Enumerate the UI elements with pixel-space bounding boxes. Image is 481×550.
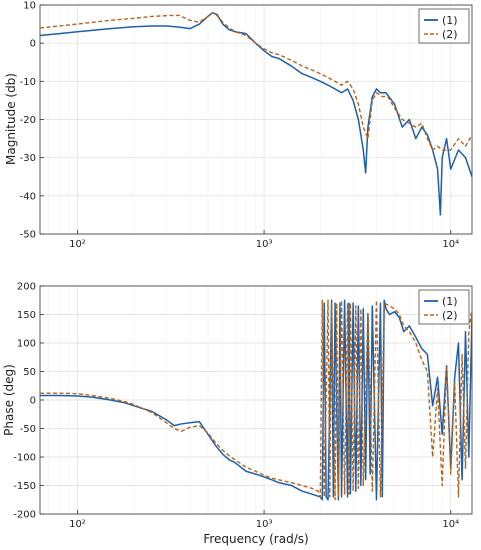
magnitude-legend: (1) (2) [418, 8, 470, 44]
phase-x-axis-label: Frequency (rad/s) [203, 532, 308, 546]
phase-y-tick-label: 50 [23, 367, 36, 378]
magnitude-x-tick-label: 10⁴ [442, 239, 459, 250]
phase-y-tick-label: -50 [20, 424, 36, 435]
phase-legend: (1) (2) [418, 289, 470, 325]
magnitude-series [40, 11, 472, 216]
magnitude-ticks: 10 0 -10 -20 -30 -40 -50 10² 10³ 10⁴ [20, 1, 459, 251]
magnitude-legend-label-1: (1) [442, 14, 458, 27]
magnitude-x-tick-label: 10³ [256, 239, 273, 250]
magnitude-x-tick-label: 10² [69, 239, 86, 250]
phase-y-tick-label: 0 [30, 396, 36, 407]
magnitude-y-tick-label: -20 [20, 115, 36, 126]
phase-y-axis-label: Phase (deg) [2, 364, 16, 436]
phase-y-tick-label: 200 [17, 282, 36, 293]
phase-x-tick-label: 10³ [256, 519, 273, 530]
phase-x-tick-label: 10⁴ [442, 519, 459, 530]
phase-y-tick-label: 100 [17, 339, 36, 350]
phase-series-1-line [40, 299, 472, 501]
magnitude-subplot: 10 0 -10 -20 -30 -40 -50 10² 10³ 10⁴ Magnitude (d… [4, 1, 473, 251]
phase-y-tick-label: -150 [13, 481, 36, 492]
magnitude-y-tick-label: -40 [20, 191, 36, 202]
phase-legend-label-2: (2) [442, 309, 458, 322]
phase-ticks: 200 150 100 50 0 -50 -100 -150 -200 10² 10³ 10⁴ [13, 282, 459, 531]
phase-y-tick-label: -100 [13, 453, 36, 464]
phase-y-tick-label: -200 [13, 510, 36, 521]
phase-series [40, 299, 472, 501]
magnitude-series-1-line [40, 11, 472, 216]
phase-legend-box [418, 289, 470, 325]
magnitude-legend-box [418, 8, 470, 44]
magnitude-y-tick-label: 0 [30, 39, 36, 50]
magnitude-y-tick-label: -50 [20, 230, 36, 241]
magnitude-y-tick-label: 10 [23, 1, 36, 12]
magnitude-y-tick-label: -30 [20, 153, 36, 164]
magnitude-legend-label-2: (2) [442, 28, 458, 41]
magnitude-y-tick-label: -10 [20, 77, 36, 88]
magnitude-series-2-line [40, 11, 472, 151]
phase-legend-label-1: (1) [442, 295, 458, 308]
magnitude-y-axis-label: Magnitude (db) [4, 73, 18, 165]
phase-y-tick-label: 150 [17, 310, 36, 321]
phase-x-tick-label: 10² [69, 519, 86, 530]
phase-series-2-line [40, 299, 472, 501]
phase-subplot: 200 150 100 50 0 -50 -100 -150 -200 10² 10³ 10⁴ Pha… [2, 282, 473, 546]
